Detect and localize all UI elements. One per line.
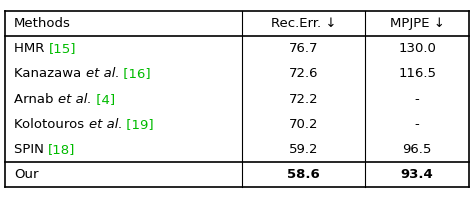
Text: 59.2: 59.2 [289,143,318,156]
Text: [15]: [15] [49,42,76,55]
Text: 70.2: 70.2 [289,118,318,131]
Text: MPJPE ↓: MPJPE ↓ [390,17,445,30]
Text: 76.7: 76.7 [289,42,318,55]
Text: 96.5: 96.5 [402,143,432,156]
Text: Kanazawa: Kanazawa [14,67,86,80]
Text: HMR: HMR [14,42,49,55]
Text: 116.5: 116.5 [398,67,436,80]
Text: -: - [415,92,419,106]
Text: Rec.Err. ↓: Rec.Err. ↓ [271,17,336,30]
Text: [18]: [18] [48,143,76,156]
Text: [4]: [4] [91,92,115,106]
Text: Arnab: Arnab [14,92,58,106]
Text: et al.: et al. [86,67,119,80]
Text: -: - [415,118,419,131]
Text: 58.6: 58.6 [287,168,320,181]
Text: 72.2: 72.2 [289,92,318,106]
Text: Kolotouros: Kolotouros [14,118,89,131]
Text: [16]: [16] [119,67,151,80]
Text: Methods: Methods [14,17,71,30]
Text: SPIN: SPIN [14,143,48,156]
Text: 93.4: 93.4 [401,168,434,181]
Text: 130.0: 130.0 [398,42,436,55]
Text: et al.: et al. [58,92,91,106]
Text: et al.: et al. [89,118,122,131]
Text: Our: Our [14,168,39,181]
Text: [19]: [19] [122,118,154,131]
Text: 72.6: 72.6 [289,67,318,80]
